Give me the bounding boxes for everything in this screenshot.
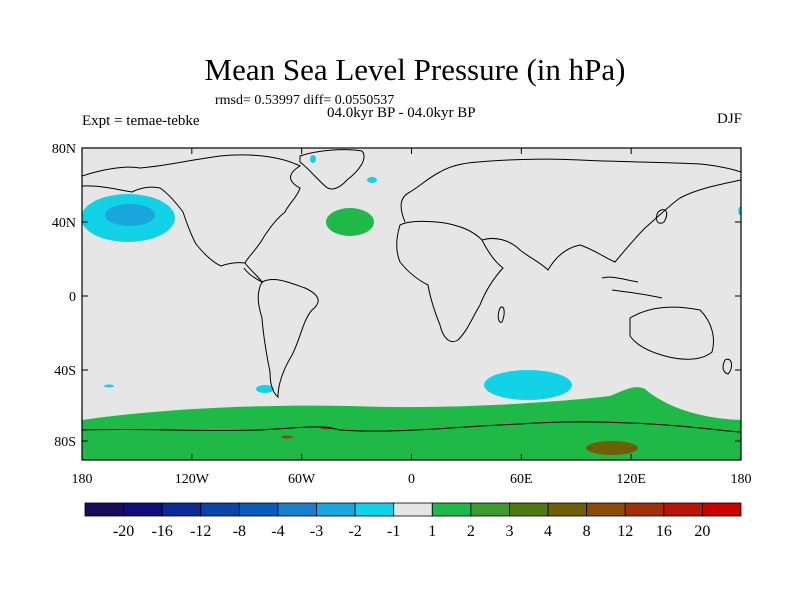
longitude-axis: 180 120W 60W 0 60E 120E 180 [72,148,752,487]
colorbar-label: -4 [271,523,284,540]
greenland-negative-region [367,177,377,183]
africa-coast [396,220,504,343]
colorbar-swatch [238,502,279,517]
antarctic-small-region-a [281,435,293,439]
colorbar-swatch [354,502,395,517]
colorbar-swatch [123,502,163,517]
lon-tick-label: 180 [731,472,752,487]
asia-coast [481,179,741,271]
lon-tick-label: 180 [72,472,93,487]
colorbar-label: 8 [583,523,591,540]
colorbar-label: -12 [190,523,211,540]
experiment-label: Expt = temae-tebke [82,113,200,129]
south-america-coast [257,279,319,399]
colorbar-swatch [702,502,742,517]
lon-tick-label: 120E [616,472,646,487]
colorbar-swatch [663,502,703,517]
colorbar-label: 16 [656,523,672,540]
southern-ocean-positive-region [82,387,741,460]
north-america-coast [82,154,302,267]
colorbar-swatch [586,502,626,517]
colorbar-label: -2 [348,523,361,540]
latitude-axis: 80N 40N 0 40S 80S [52,142,741,450]
colorbar-label: 2 [467,523,475,540]
colorbar-swatch [200,502,240,517]
colorbar-label: 20 [694,523,710,540]
colorbar-label: -3 [310,523,323,540]
europe-coast [400,158,741,223]
period-line: 04.0kyr BP - 04.0kyr BP [327,105,476,121]
southern-indian-negative-region [484,370,572,400]
madagascar-coast [497,306,505,323]
colorbar-swatch [84,502,124,517]
indonesia-coast [601,276,663,299]
lon-tick-label: 120W [175,472,210,487]
lat-tick-label: 0 [69,290,76,305]
colorbar-swatch [393,502,433,517]
new-zealand-coast [722,358,733,375]
greenland-coast [299,149,365,190]
colorbar-label: -20 [113,523,134,540]
australia-coast [629,306,714,360]
colorbar-label: -8 [233,523,246,540]
north-atlantic-positive-region [326,208,374,236]
lon-tick-label: 60W [288,472,316,487]
lat-tick-label: 80S [54,435,76,450]
season-label: DJF [716,111,742,127]
colorbar-swatch [316,502,356,517]
arctic-negative-region [310,155,316,163]
colorbar-label: 4 [544,523,552,540]
antarctic-interior-region [586,441,638,455]
colorbar-label: 3 [505,523,513,540]
colorbar-swatch [161,502,202,517]
colorbar: -20 -16 -12 -8 -4 -3 -2 -1 1 2 3 4 8 12 16 20 [84,502,742,540]
colorbar-swatch [624,502,665,517]
coastlines [82,149,741,433]
lat-tick-label: 80N [52,142,76,157]
colorbar-swatch [431,502,472,517]
lon-tick-label: 0 [408,472,415,487]
north-pacific-core-region [105,204,155,226]
south-pacific-negative-region [104,384,114,388]
colorbar-swatch [277,502,317,517]
colorbar-label: 12 [617,523,633,540]
chart-title: Mean Sea Level Pressure (in hPa) [204,52,626,87]
colorbar-label: -1 [387,523,400,540]
lon-tick-label: 60E [510,472,533,487]
drake-passage-negative-region [256,385,274,393]
lat-tick-label: 40S [54,364,76,379]
bering-negative-region [738,206,741,216]
colorbar-label: -16 [152,523,173,540]
japan-coast [655,209,668,224]
stats-line: rmsd= 0.53997 diff= 0.0550537 [215,93,395,108]
colorbar-label: 1 [428,523,436,540]
colorbar-swatch [547,502,588,517]
lat-tick-label: 40N [52,216,76,231]
colorbar-swatch [470,502,510,517]
antarctica-coast [82,421,741,433]
colorbar-swatch [509,502,549,517]
